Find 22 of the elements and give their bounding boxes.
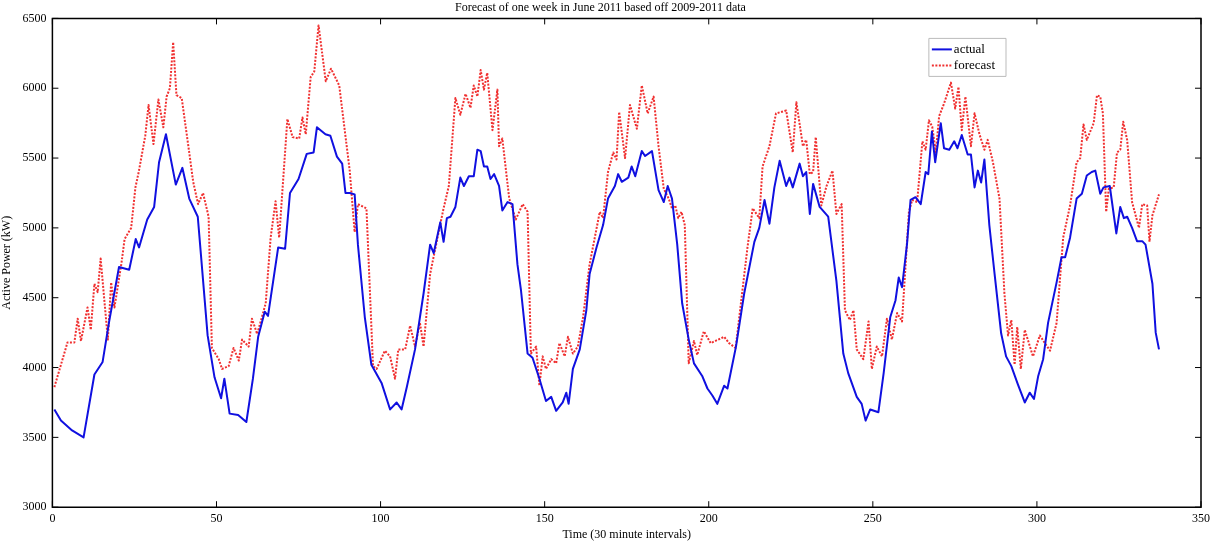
- y-tick-label: 6500: [22, 10, 47, 25]
- chart-title: Forecast of one week in June 2011 based off 2009-2011 data: [455, 0, 747, 15]
- y-tick-label: 5000: [22, 220, 47, 235]
- legend-label: actual: [953, 40, 986, 56]
- x-tick-label: 0: [49, 510, 56, 525]
- y-tick-label: 4000: [22, 359, 47, 374]
- y-tick-label: 6000: [22, 80, 47, 95]
- line-series: [53, 24, 1160, 389]
- y-tick-label: 3500: [22, 429, 47, 444]
- x-tick-label: 200: [699, 510, 718, 525]
- x-tick-label: 250: [863, 510, 882, 525]
- legend-label: forecast: [953, 56, 996, 72]
- y-tick-label: 5500: [22, 150, 47, 165]
- x-tick-label: 50: [210, 510, 223, 525]
- y-tick-label: 4500: [22, 289, 47, 304]
- x-tick-label: 150: [535, 510, 554, 525]
- y-tick-label: 3000: [22, 499, 47, 514]
- x-tick-label: 100: [371, 510, 390, 525]
- x-tick-label: 300: [1027, 510, 1046, 525]
- y-axis-title: Active Power (kW): [0, 215, 14, 310]
- x-axis-title: Time (30 minute intervals): [562, 526, 691, 541]
- x-tick-label: 350: [1192, 510, 1210, 525]
